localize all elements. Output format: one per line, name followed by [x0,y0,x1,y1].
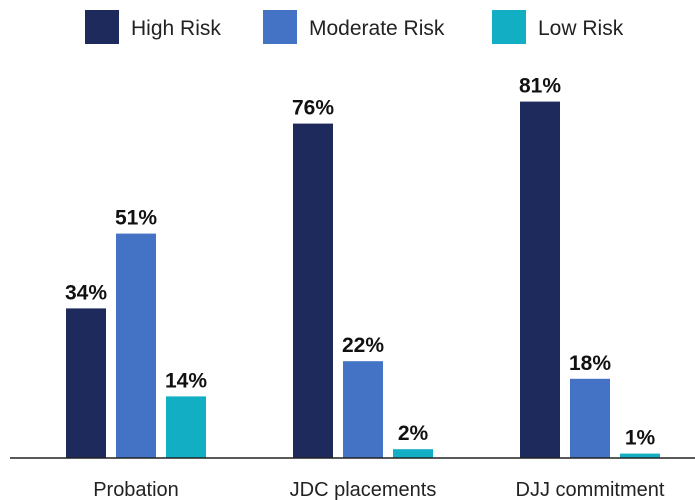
legend-label-high-risk: High Risk [131,17,221,40]
bar-probation-moderate-risk [116,233,156,458]
legend-swatch-high-risk [85,10,119,44]
bar-djj-commitment-low-risk [620,453,660,458]
data-label-djj-commitment-moderate-risk: 18% [569,352,611,375]
category-label-djj-commitment: DJJ commitment [516,479,665,500]
data-label-jdc-placements-moderate-risk: 22% [342,334,384,357]
legend-label-low-risk: Low Risk [538,17,624,40]
data-label-probation-high-risk: 34% [65,281,107,304]
data-label-probation-low-risk: 14% [165,369,207,392]
data-label-djj-commitment-high-risk: 81% [519,75,561,98]
legend: High Risk Moderate Risk Low Risk [85,10,624,44]
legend-label-moderate-risk: Moderate Risk [309,17,445,40]
category-label-probation: Probation [93,479,179,500]
data-label-jdc-placements-low-risk: 2% [398,422,429,445]
bar-probation-low-risk [166,396,206,458]
category-label-jdc-placements: JDC placements [290,479,437,500]
bar-jdc-placements-high-risk [293,123,333,458]
bar-djj-commitment-high-risk [520,101,560,458]
bar-jdc-placements-low-risk [393,449,433,458]
bars-group: 34% 51% 14% 76% 22% 2% 81% 18% 1% [65,75,660,458]
data-label-jdc-placements-high-risk: 76% [292,97,334,120]
legend-swatch-low-risk [492,10,526,44]
bar-probation-high-risk [66,308,106,458]
legend-swatch-moderate-risk [263,10,297,44]
data-label-djj-commitment-low-risk: 1% [625,427,656,450]
data-label-probation-moderate-risk: 51% [115,207,157,230]
bar-djj-commitment-moderate-risk [570,378,610,458]
bar-jdc-placements-moderate-risk [343,361,383,458]
category-labels: Probation JDC placements DJJ commitment [93,479,665,500]
